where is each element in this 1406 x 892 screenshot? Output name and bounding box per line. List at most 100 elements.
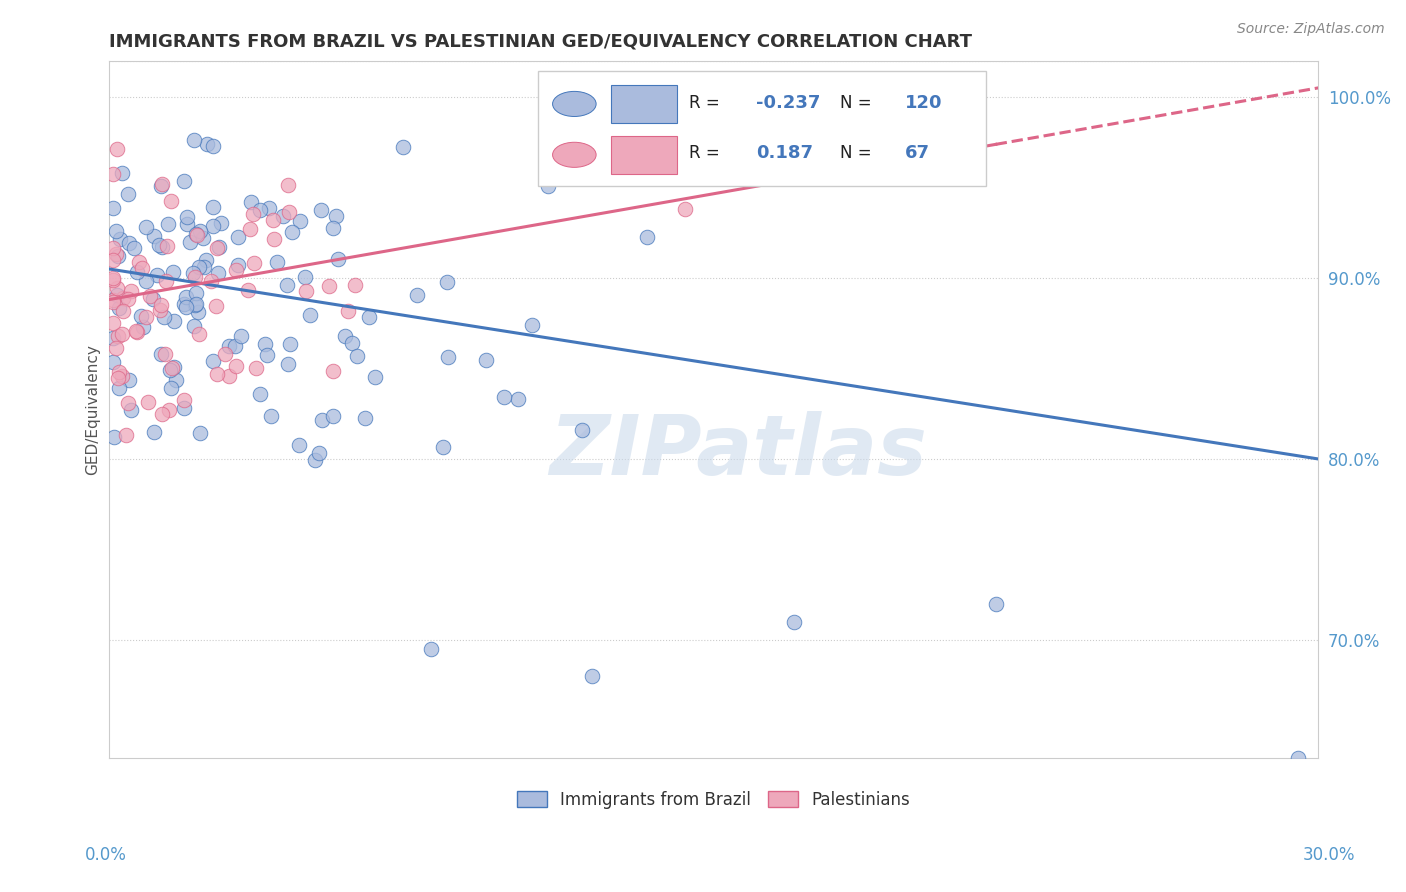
Point bbox=[101, 241, 124, 255]
Point bbox=[239, 222, 262, 236]
Point bbox=[101, 167, 124, 181]
Point bbox=[149, 347, 172, 361]
Point bbox=[266, 254, 288, 268]
Point bbox=[1286, 750, 1309, 764]
Point bbox=[207, 367, 229, 381]
Point bbox=[128, 255, 150, 269]
Point bbox=[108, 301, 131, 315]
Point bbox=[186, 227, 208, 242]
Point bbox=[107, 381, 129, 395]
Point bbox=[340, 336, 363, 351]
Point bbox=[138, 289, 160, 303]
Point bbox=[432, 440, 454, 454]
Point bbox=[249, 387, 271, 401]
Point bbox=[149, 303, 172, 318]
FancyBboxPatch shape bbox=[538, 71, 986, 186]
Point bbox=[101, 273, 124, 287]
Point bbox=[163, 359, 186, 374]
Point bbox=[150, 178, 173, 192]
Text: -0.237: -0.237 bbox=[756, 94, 820, 112]
Point bbox=[101, 295, 124, 310]
Point bbox=[135, 274, 157, 288]
Point bbox=[295, 284, 318, 298]
Point bbox=[118, 235, 141, 250]
Point bbox=[142, 293, 165, 307]
Point bbox=[262, 213, 284, 227]
Text: R =: R = bbox=[689, 94, 725, 112]
Point bbox=[229, 329, 252, 343]
Text: 67: 67 bbox=[904, 145, 929, 162]
Point bbox=[437, 350, 460, 364]
Text: N =: N = bbox=[841, 94, 877, 112]
Point bbox=[245, 360, 267, 375]
Point bbox=[105, 247, 128, 261]
Point bbox=[420, 642, 443, 657]
Point bbox=[193, 260, 215, 274]
Point bbox=[218, 369, 240, 384]
Point bbox=[173, 401, 195, 415]
Point bbox=[120, 402, 142, 417]
Point bbox=[208, 240, 231, 254]
Text: Source: ZipAtlas.com: Source: ZipAtlas.com bbox=[1237, 22, 1385, 37]
Point bbox=[188, 326, 211, 341]
Point bbox=[188, 425, 211, 440]
Point bbox=[242, 207, 264, 221]
Point bbox=[162, 265, 184, 279]
Point bbox=[143, 228, 166, 243]
Point bbox=[271, 210, 294, 224]
Point bbox=[108, 232, 131, 246]
Point bbox=[257, 201, 280, 215]
Bar bbox=[610, 136, 678, 174]
Point bbox=[111, 166, 134, 180]
Point bbox=[184, 296, 207, 310]
Point bbox=[364, 370, 387, 384]
Point bbox=[108, 365, 131, 379]
Point bbox=[242, 255, 264, 269]
Point bbox=[160, 381, 183, 395]
Point bbox=[149, 298, 172, 312]
Point bbox=[105, 287, 128, 301]
Text: N =: N = bbox=[841, 145, 877, 162]
Legend: Immigrants from Brazil, Palestinians: Immigrants from Brazil, Palestinians bbox=[510, 784, 917, 815]
Point bbox=[263, 232, 285, 246]
Point bbox=[322, 364, 344, 378]
Point bbox=[173, 296, 195, 310]
Point bbox=[105, 224, 128, 238]
Point bbox=[150, 240, 173, 254]
Point bbox=[354, 411, 377, 425]
Point bbox=[191, 231, 214, 245]
Text: 0.187: 0.187 bbox=[756, 145, 813, 162]
Point bbox=[783, 615, 806, 629]
Point bbox=[537, 179, 560, 194]
Point bbox=[328, 252, 350, 266]
Point bbox=[105, 341, 128, 355]
Text: 30.0%: 30.0% bbox=[1302, 846, 1355, 863]
Point bbox=[207, 242, 229, 256]
Point bbox=[163, 314, 186, 328]
Point bbox=[118, 373, 141, 387]
Point bbox=[288, 438, 311, 452]
Point bbox=[436, 275, 458, 289]
Point bbox=[277, 357, 299, 371]
Point bbox=[101, 331, 124, 345]
Point bbox=[176, 210, 198, 224]
Text: R =: R = bbox=[689, 145, 725, 162]
Point bbox=[149, 179, 172, 194]
Point bbox=[143, 425, 166, 439]
Point bbox=[173, 174, 195, 188]
Point bbox=[173, 392, 195, 407]
Point bbox=[294, 269, 316, 284]
Point bbox=[129, 310, 152, 324]
Point bbox=[117, 395, 139, 409]
Point bbox=[186, 286, 208, 301]
Point bbox=[202, 200, 225, 214]
Text: IMMIGRANTS FROM BRAZIL VS PALESTINIAN GED/EQUIVALENCY CORRELATION CHART: IMMIGRANTS FROM BRAZIL VS PALESTINIAN GE… bbox=[108, 33, 972, 51]
Point bbox=[148, 238, 170, 252]
Bar bbox=[610, 85, 678, 123]
Point bbox=[984, 597, 1007, 611]
Point bbox=[155, 239, 177, 253]
Point bbox=[202, 354, 225, 368]
Point bbox=[225, 359, 247, 373]
Point bbox=[308, 446, 330, 460]
Point bbox=[165, 373, 187, 387]
